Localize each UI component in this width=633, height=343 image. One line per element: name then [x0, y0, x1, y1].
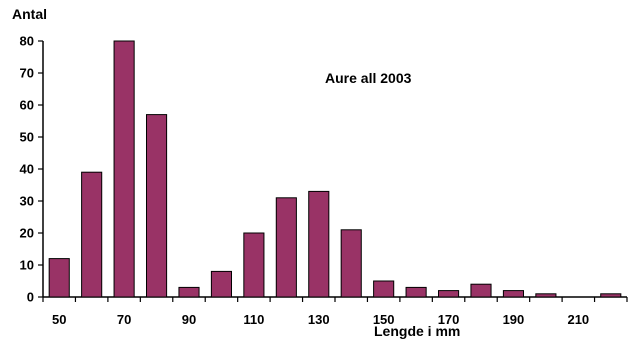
bar-180: [470, 283, 492, 298]
x-tick-label: 90: [182, 312, 196, 327]
y-tick-label: 0: [27, 290, 34, 305]
bar-100: [210, 270, 233, 298]
y-tick-label: 30: [20, 194, 34, 209]
bar-170: [437, 290, 460, 298]
x-tick-label: 190: [503, 312, 525, 327]
tick-labels: 0 10 20 30 40 50 60 70 80 50 70 90 110 130 150 170 190 21…: [20, 34, 590, 328]
bar-70: [113, 40, 135, 298]
axes: [38, 40, 628, 302]
bar-200: [535, 293, 557, 298]
x-tick-label: 150: [373, 312, 395, 327]
y-tick-label: 10: [20, 258, 34, 273]
bar-190: [502, 290, 525, 298]
y-tick-label: 50: [20, 130, 34, 145]
x-axis-label: Lengde i mm: [374, 323, 460, 339]
x-tick-label: 130: [308, 312, 330, 327]
bar-140: [340, 229, 362, 298]
x-tick-label: 70: [117, 312, 131, 327]
y-tick-label: 70: [20, 66, 34, 81]
bar-220: [600, 293, 622, 298]
bar-130: [308, 190, 330, 298]
bar-90: [178, 286, 200, 298]
x-tick-label: 210: [567, 312, 589, 327]
bar-50: [48, 258, 70, 298]
bar-160: [405, 286, 427, 298]
y-tick-label: 20: [20, 226, 34, 241]
bars: [48, 40, 622, 298]
y-tick-label: 60: [20, 98, 34, 113]
bar-80: [145, 114, 168, 298]
x-tick-label: 50: [52, 312, 66, 327]
y-axis-label: Antal: [12, 6, 47, 22]
bar-60: [81, 171, 103, 298]
x-tick-label: 110: [243, 312, 264, 327]
bar-120: [275, 197, 297, 298]
bar-110: [243, 232, 265, 298]
x-tick-label: 170: [438, 312, 460, 327]
chart-title: Aure all 2003: [325, 70, 412, 86]
y-tick-label: 40: [20, 162, 34, 177]
y-tick-label: 80: [20, 34, 34, 49]
bar-150: [373, 280, 395, 298]
